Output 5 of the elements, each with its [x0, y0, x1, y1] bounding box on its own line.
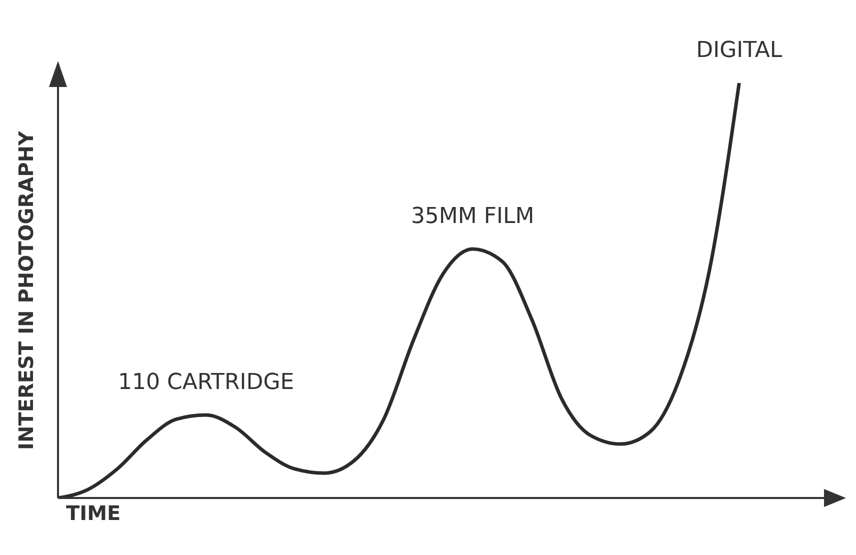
annotation: 110 CARTRIDGE: [118, 370, 294, 395]
y-axis-title: INTEREST IN PHOTOGRAPHY: [14, 130, 38, 450]
x-axis-title: TIME: [66, 501, 121, 526]
annotation: 35MM FILM: [410, 204, 534, 229]
text: DIGITAL: [696, 38, 783, 63]
